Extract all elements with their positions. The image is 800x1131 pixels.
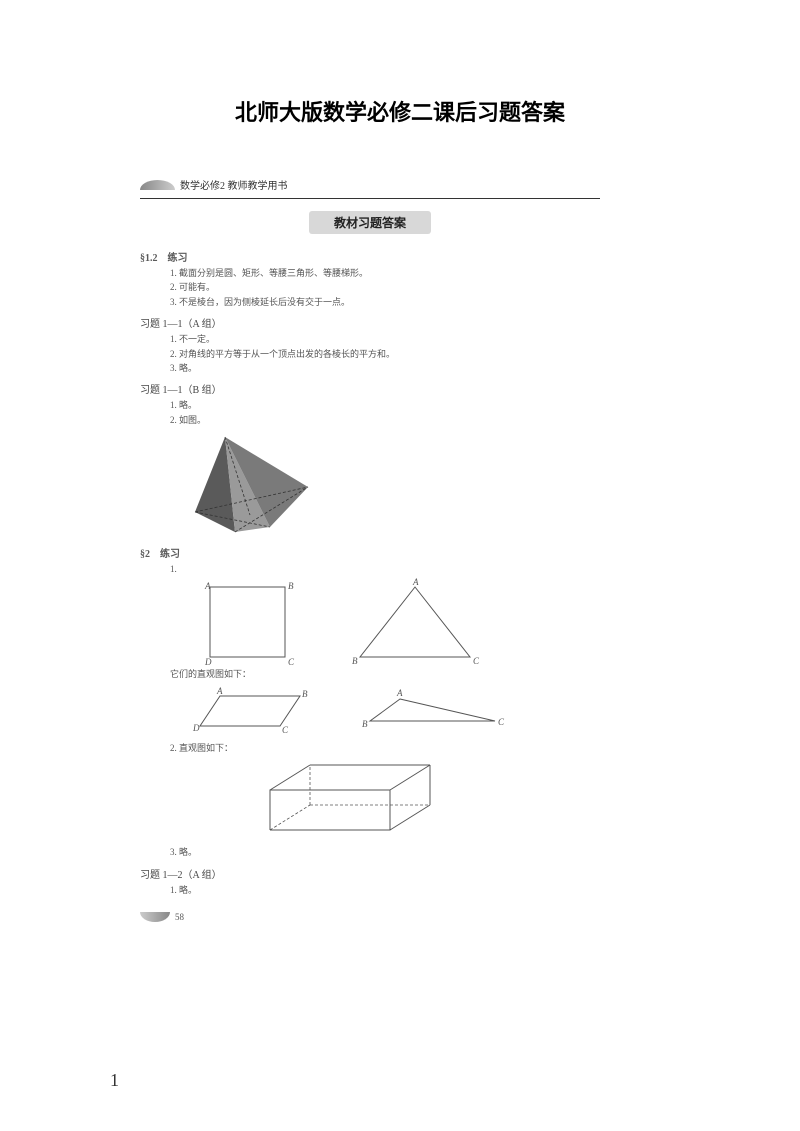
s4-item-3: 3. 略。 xyxy=(170,845,600,859)
section-2-head: §2 练习 xyxy=(140,545,600,560)
svg-text:A: A xyxy=(412,577,419,587)
s4-item-2: 2. 直观图如下： xyxy=(170,741,600,755)
ex-1-1-b-head: 习题 1—1（B 组） xyxy=(140,381,600,396)
cuboid-diagram xyxy=(260,755,600,845)
s2-item-2: 2. 对角线的平方等于从一个顶点出发的各棱长的平方和。 xyxy=(170,347,600,361)
page-number: 58 xyxy=(175,912,184,922)
s2-item-3: 3. 略。 xyxy=(170,361,600,375)
oblique-diagrams: A B D C A B C xyxy=(190,681,600,741)
header-underline xyxy=(140,198,600,199)
s1-item-3: 3. 不是棱台，因为侧棱延长后没有交于一点。 xyxy=(170,295,600,309)
section-banner: 教材习题答案 xyxy=(140,211,600,234)
banner-text: 教材习题答案 xyxy=(309,211,431,234)
svg-text:B: B xyxy=(288,581,294,591)
decorative-swoosh xyxy=(140,180,175,190)
s1-item-2: 2. 可能有。 xyxy=(170,280,600,294)
s4-item-1: 1. xyxy=(170,562,600,576)
svg-text:A: A xyxy=(396,688,403,698)
page-header: 数学必修2 教师教学用书 xyxy=(140,177,600,192)
svg-text:B: B xyxy=(352,656,358,666)
svg-text:C: C xyxy=(498,717,505,727)
textbook-page: 数学必修2 教师教学用书 教材习题答案 §1.2 练习 1. 截面分别是圆、矩形… xyxy=(140,177,600,922)
svg-text:B: B xyxy=(302,689,308,699)
svg-text:C: C xyxy=(282,725,289,735)
svg-text:C: C xyxy=(288,657,295,667)
pyramid-diagram xyxy=(190,427,600,537)
page-number-row: 58 xyxy=(140,912,600,922)
svg-text:B: B xyxy=(362,719,368,729)
s3-item-2: 2. 如图。 xyxy=(170,413,600,427)
ex-1-1-a-head: 习题 1—1（A 组） xyxy=(140,315,600,330)
svg-text:D: D xyxy=(192,723,200,733)
svg-text:D: D xyxy=(204,657,212,667)
document-page-number: 1 xyxy=(110,1070,119,1091)
s2-item-1: 1. 不一定。 xyxy=(170,332,600,346)
svg-text:A: A xyxy=(204,581,211,591)
s1-item-1: 1. 截面分别是圆、矩形、等腰三角形、等腰梯形。 xyxy=(170,266,600,280)
page-swoosh-icon xyxy=(140,912,170,922)
section-1-2-head: §1.2 练习 xyxy=(140,249,600,264)
s5-item-1: 1. 略。 xyxy=(170,883,600,897)
caption-1: 它们的直观图如下： xyxy=(170,667,600,681)
svg-text:C: C xyxy=(473,656,480,666)
square-triangle-diagrams: A B D C A B C xyxy=(190,577,600,667)
ex-1-2-a-head: 习题 1—2（A 组） xyxy=(140,866,600,881)
header-text: 数学必修2 教师教学用书 xyxy=(180,177,288,192)
s3-item-1: 1. 略。 xyxy=(170,398,600,412)
main-title: 北师大版数学必修二课后习题答案 xyxy=(0,95,800,127)
svg-text:A: A xyxy=(216,686,223,696)
